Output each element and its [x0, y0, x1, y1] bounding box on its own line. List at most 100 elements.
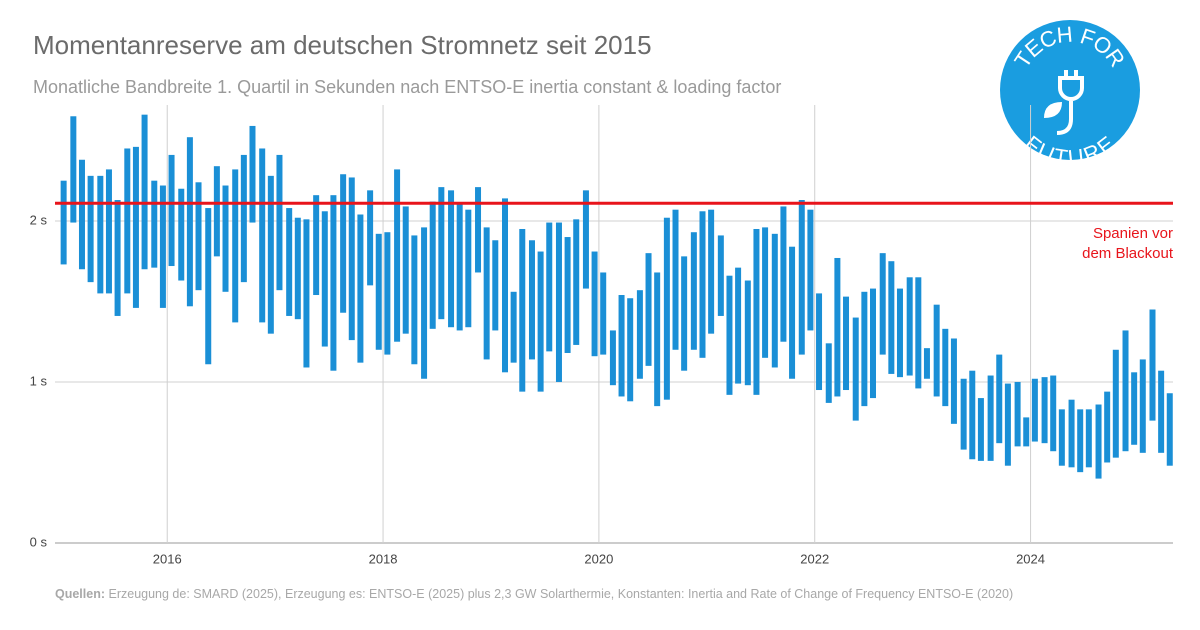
range-bar	[789, 246, 796, 379]
range-bar	[1077, 409, 1084, 473]
logo-circle	[1000, 20, 1140, 160]
range-bar	[879, 253, 886, 355]
range-bar	[861, 291, 868, 407]
range-bar	[735, 267, 742, 384]
range-bar	[744, 280, 751, 386]
range-bar	[1041, 377, 1048, 444]
logo: TECH FOR FUTURE	[1000, 20, 1140, 170]
range-bar	[1050, 375, 1057, 452]
range-bar	[483, 227, 490, 360]
range-bar	[960, 378, 967, 450]
range-bar	[151, 180, 158, 268]
reference-label: Spanien vor	[1093, 225, 1173, 242]
range-bar	[402, 206, 409, 334]
range-bar	[438, 187, 445, 320]
range-bar	[681, 256, 688, 371]
range-bar	[1085, 409, 1092, 468]
range-bar	[869, 288, 876, 399]
range-bar	[60, 180, 67, 265]
source-label: Quellen:	[55, 587, 105, 601]
range-bar	[708, 209, 715, 334]
range-bar	[654, 272, 661, 407]
range-bar	[1031, 378, 1038, 442]
range-bar	[1122, 330, 1129, 452]
range-bar	[465, 209, 472, 328]
range-bar	[510, 291, 517, 363]
y-tick-label: 2 s	[30, 212, 48, 227]
range-bar	[213, 166, 220, 257]
range-bar	[1112, 349, 1119, 458]
range-bar	[105, 169, 112, 294]
range-bar	[950, 338, 957, 424]
range-bar	[87, 175, 94, 283]
range-bar	[923, 348, 930, 379]
logo-leaf	[1044, 102, 1062, 118]
range-bar	[933, 304, 940, 397]
y-tick-label: 0 s	[30, 534, 48, 549]
range-bar	[330, 195, 337, 371]
range-bar	[573, 219, 580, 345]
range-bar	[977, 398, 984, 461]
range-bar	[942, 328, 949, 407]
range-bar	[537, 251, 544, 392]
range-bar	[276, 154, 283, 291]
range-bar	[600, 272, 607, 355]
range-bar	[1139, 359, 1146, 453]
range-bar	[825, 343, 832, 403]
range-bar	[762, 227, 769, 358]
range-bar	[555, 222, 562, 382]
range-bar	[987, 375, 994, 461]
range-bar	[222, 185, 229, 292]
range-bar	[618, 295, 625, 397]
x-tick-label: 2016	[153, 551, 182, 566]
range-bar	[186, 137, 193, 307]
range-bar	[492, 240, 499, 331]
range-bar	[1068, 399, 1075, 468]
range-bar	[609, 330, 616, 386]
range-bar	[357, 214, 364, 363]
range-bar	[627, 298, 634, 402]
range-bar	[195, 182, 202, 291]
range-bar	[1166, 393, 1173, 466]
range-bar	[394, 169, 401, 342]
range-bar	[699, 211, 706, 358]
range-bar	[429, 201, 436, 329]
range-bar	[205, 208, 212, 365]
range-bar	[1004, 383, 1011, 466]
x-tick-label: 2020	[584, 551, 613, 566]
range-bar	[124, 148, 131, 294]
range-bar	[690, 232, 697, 350]
range-bar	[456, 203, 463, 331]
range-bar	[1104, 391, 1111, 463]
range-bar	[519, 228, 526, 392]
source: Quellen: Erzeugung de: SMARD (2025), Erz…	[55, 587, 1013, 601]
range-bar	[771, 233, 778, 368]
range-bar	[546, 222, 553, 352]
reference-label: dem Blackout	[1082, 245, 1174, 262]
range-bar	[753, 228, 760, 395]
range-bar	[475, 187, 482, 273]
range-bar	[645, 253, 652, 366]
range-bar	[159, 185, 166, 308]
range-bar	[528, 240, 535, 360]
range-bar	[1131, 372, 1138, 445]
range-bar	[1095, 404, 1102, 479]
range-bar	[996, 354, 1003, 444]
range-bar	[348, 177, 355, 341]
range-bar	[178, 188, 185, 281]
x-tick-label: 2024	[1016, 551, 1045, 566]
range-bar	[114, 200, 121, 316]
range-bar	[807, 209, 814, 331]
range-bar	[852, 317, 859, 421]
range-bar	[502, 198, 509, 373]
range-bar	[70, 116, 77, 223]
range-bar	[367, 190, 374, 286]
range-bar	[448, 190, 455, 328]
y-tick-label: 1 s	[30, 373, 48, 388]
range-bar	[411, 235, 418, 365]
range-bar	[834, 257, 841, 397]
range-bar	[421, 227, 428, 379]
range-bar	[717, 235, 724, 316]
